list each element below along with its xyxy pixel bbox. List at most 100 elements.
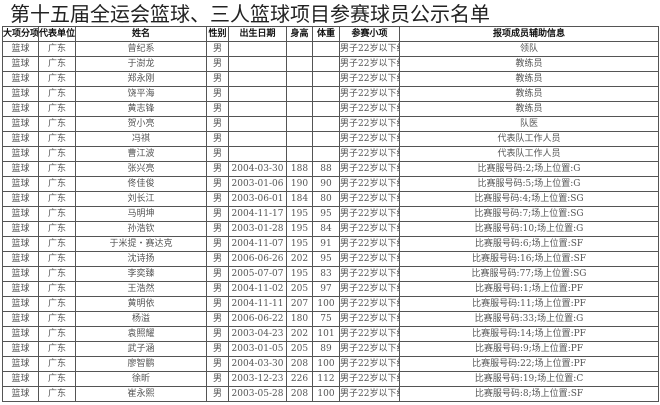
cell-category: 篮球 [2,71,39,87]
cell-height [286,101,313,117]
cell-category: 篮球 [2,326,39,342]
cell-info: 代表队工作人员 [399,146,659,162]
cell-birth-date: 2005-07-07 [228,266,287,282]
cell-delegation: 广东 [38,206,76,222]
cell-name: 徐昕 [75,371,207,387]
cell-delegation: 广东 [38,251,76,267]
table-row: 篮球 广东 于米提・赛达克男 2004-11-07 195 91 男子22岁以下组 比赛服号码… [2,236,659,252]
cell-gender: 男 [206,131,229,147]
cell-gender: 男 [206,161,229,177]
cell-height: 195 [286,206,313,222]
cell-gender: 男 [206,86,229,102]
cell-height: 184 [286,191,313,207]
cell-birth-date [228,71,287,87]
cell-name: 武子涵 [75,341,207,357]
cell-name: 张兴亮 [75,161,207,177]
cell-gender: 男 [206,341,229,357]
cell-gender: 男 [206,236,229,252]
cell-weight: 97 [312,281,340,297]
cell-birth-date: 2004-11-11 [228,296,287,312]
cell-height [286,116,313,132]
cell-height: 202 [286,326,313,342]
cell-category: 篮球 [2,221,39,237]
cell-info: 比赛服号码:10;场上位置:G [399,221,659,237]
cell-info: 比赛服号码:5;场上位置:G [399,176,659,192]
header-gender: 性别 [206,26,229,42]
cell-gender: 男 [206,146,229,162]
cell-height: 202 [286,251,313,267]
cell-delegation: 广东 [38,296,76,312]
cell-weight: 89 [312,341,340,357]
cell-info: 教练员 [399,71,659,87]
table-row: 篮球 广东 饶平海男 男子22岁以下组 教练员 [2,86,659,102]
cell-weight [312,56,340,72]
cell-gender: 男 [206,71,229,87]
cell-gender: 男 [206,311,229,327]
cell-height [286,131,313,147]
cell-height [286,86,313,102]
cell-weight: 90 [312,176,340,192]
cell-event: 男子22岁以下组 [339,146,400,162]
cell-gender: 男 [206,296,229,312]
cell-info: 比赛服号码:8;场上位置:SF [399,386,659,402]
header-category: 大项分项 [2,26,39,42]
cell-weight: 100 [312,296,340,312]
cell-birth-date: 2004-11-17 [228,206,287,222]
cell-event: 男子22岁以下组 [339,41,400,57]
table-row: 篮球 广东 武子涵男 2003-01-05 205 89 男子22岁以下组 比赛服号码:9;场… [2,341,659,357]
cell-weight: 112 [312,371,340,387]
cell-category: 篮球 [2,116,39,132]
cell-event: 男子22岁以下组 [339,296,400,312]
cell-delegation: 广东 [38,131,76,147]
cell-gender: 男 [206,386,229,402]
cell-height: 188 [286,161,313,177]
cell-weight: 75 [312,311,340,327]
cell-height: 190 [286,176,313,192]
table-row: 篮球 广东 黄志锋男 男子22岁以下组 教练员 [2,101,659,117]
cell-category: 篮球 [2,386,39,402]
cell-info: 比赛服号码:9;场上位置:PF [399,341,659,357]
cell-birth-date: 2003-01-28 [228,221,287,237]
cell-delegation: 广东 [38,371,76,387]
cell-info: 比赛服号码:77;场上位置:SG [399,266,659,282]
cell-height [286,71,313,87]
cell-birth-date [228,131,287,147]
header-event: 参赛小项 [339,26,400,42]
cell-event: 男子22岁以下组 [339,266,400,282]
cell-name: 于米提・赛达克 [75,236,207,252]
cell-delegation: 广东 [38,341,76,357]
cell-delegation: 广东 [38,386,76,402]
cell-category: 篮球 [2,146,39,162]
cell-birth-date [228,101,287,117]
cell-gender: 男 [206,41,229,57]
cell-event: 男子22岁以下组 [339,236,400,252]
table-row: 篮球 广东 郑永刚男 男子22岁以下组 教练员 [2,71,659,87]
cell-info: 比赛服号码:33;场上位置:G [399,311,659,327]
cell-info: 代表队工作人员 [399,131,659,147]
cell-category: 篮球 [2,176,39,192]
header-height: 身高 [286,26,313,42]
cell-info: 比赛服号码:22;场上位置:PF [399,356,659,372]
cell-info: 比赛服号码:16;场上位置:SF [399,251,659,267]
cell-event: 男子22岁以下组 [339,251,400,267]
cell-weight [312,41,340,57]
cell-event: 男子22岁以下组 [339,161,400,177]
table-row: 篮球 广东 于澍龙男 男子22岁以下组 教练员 [2,56,659,72]
header-delegation: 代表单位 [38,26,76,42]
cell-birth-date: 2004-11-02 [228,281,287,297]
cell-event: 男子22岁以下组 [339,386,400,402]
cell-birth-date [228,41,287,57]
cell-delegation: 广东 [38,311,76,327]
cell-category: 篮球 [2,236,39,252]
cell-delegation: 广东 [38,266,76,282]
cell-event: 男子22岁以下组 [339,281,400,297]
cell-name: 廖智鹏 [75,356,207,372]
cell-category: 篮球 [2,281,39,297]
header-weight: 体重 [312,26,340,42]
cell-birth-date: 2003-05-28 [228,386,287,402]
cell-event: 男子22岁以下组 [339,56,400,72]
cell-name: 王浩然 [75,281,207,297]
cell-birth-date: 2003-01-06 [228,176,287,192]
cell-birth-date: 2003-12-23 [228,371,287,387]
cell-delegation: 广东 [38,221,76,237]
